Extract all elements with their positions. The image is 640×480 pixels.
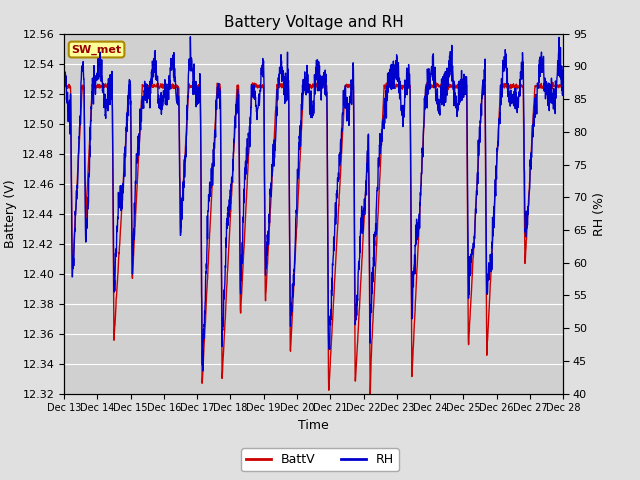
X-axis label: Time: Time [298,419,329,432]
Title: Battery Voltage and RH: Battery Voltage and RH [224,15,403,30]
Legend: BattV, RH: BattV, RH [241,448,399,471]
Y-axis label: RH (%): RH (%) [593,192,605,236]
Y-axis label: Battery (V): Battery (V) [4,180,17,248]
Text: SW_met: SW_met [72,44,122,55]
